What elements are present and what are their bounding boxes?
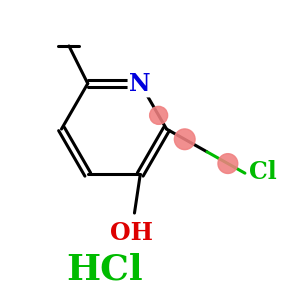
Text: N: N	[129, 71, 151, 95]
Text: Cl: Cl	[249, 160, 277, 184]
Circle shape	[174, 129, 195, 150]
Text: OH: OH	[110, 220, 153, 244]
Circle shape	[150, 106, 168, 124]
Circle shape	[218, 154, 238, 173]
Text: HCl: HCl	[67, 253, 143, 287]
